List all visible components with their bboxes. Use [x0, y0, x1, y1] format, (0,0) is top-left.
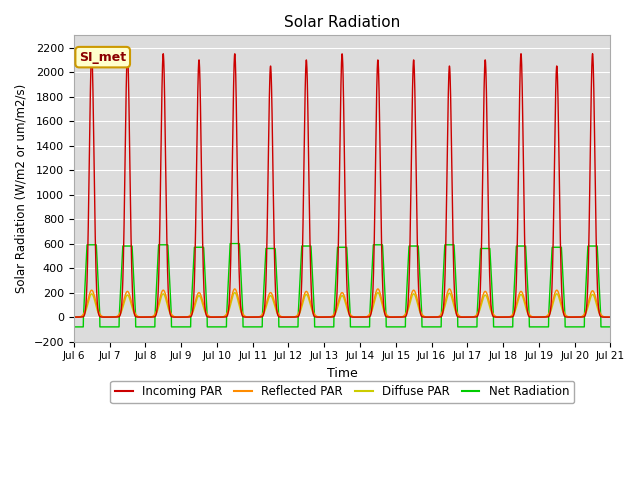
Net Radiation: [596, 300, 604, 306]
Incoming PAR: [538, 314, 546, 320]
Incoming PAR: [607, 314, 614, 320]
Incoming PAR: [131, 313, 139, 319]
Reflected PAR: [299, 296, 307, 302]
Diffuse PAR: [231, 290, 239, 296]
Text: SI_met: SI_met: [79, 51, 126, 64]
Net Radiation: [227, 240, 234, 246]
Reflected PAR: [276, 312, 284, 318]
Incoming PAR: [70, 314, 77, 320]
Line: Reflected PAR: Reflected PAR: [74, 289, 611, 317]
Net Radiation: [163, 242, 171, 248]
Diffuse PAR: [538, 314, 546, 320]
Reflected PAR: [70, 314, 77, 320]
Diffuse PAR: [276, 313, 284, 319]
Incoming PAR: [596, 313, 604, 319]
Diffuse PAR: [131, 312, 139, 318]
Reflected PAR: [231, 286, 239, 292]
Diffuse PAR: [596, 312, 604, 317]
Reflected PAR: [596, 310, 604, 316]
Net Radiation: [607, 324, 614, 330]
Net Radiation: [70, 324, 77, 330]
Diffuse PAR: [607, 314, 614, 320]
Net Radiation: [131, 300, 139, 306]
Diffuse PAR: [70, 314, 77, 320]
Incoming PAR: [163, 244, 171, 250]
Reflected PAR: [607, 314, 614, 320]
Line: Diffuse PAR: Diffuse PAR: [74, 293, 611, 317]
Net Radiation: [276, 324, 284, 330]
Line: Incoming PAR: Incoming PAR: [74, 54, 611, 317]
Diffuse PAR: [163, 300, 171, 306]
Title: Solar Radiation: Solar Radiation: [284, 15, 400, 30]
Incoming PAR: [299, 221, 307, 227]
Incoming PAR: [276, 314, 284, 320]
Net Radiation: [299, 243, 307, 249]
Reflected PAR: [131, 310, 139, 316]
Reflected PAR: [538, 314, 546, 320]
Legend: Incoming PAR, Reflected PAR, Diffuse PAR, Net Radiation: Incoming PAR, Reflected PAR, Diffuse PAR…: [110, 381, 574, 403]
X-axis label: Time: Time: [327, 367, 358, 380]
Reflected PAR: [163, 297, 171, 302]
Diffuse PAR: [299, 300, 307, 305]
Net Radiation: [538, 324, 546, 330]
Incoming PAR: [88, 51, 95, 57]
Line: Net Radiation: Net Radiation: [74, 243, 611, 327]
Y-axis label: Solar Radiation (W/m2 or um/m2/s): Solar Radiation (W/m2 or um/m2/s): [15, 84, 28, 293]
